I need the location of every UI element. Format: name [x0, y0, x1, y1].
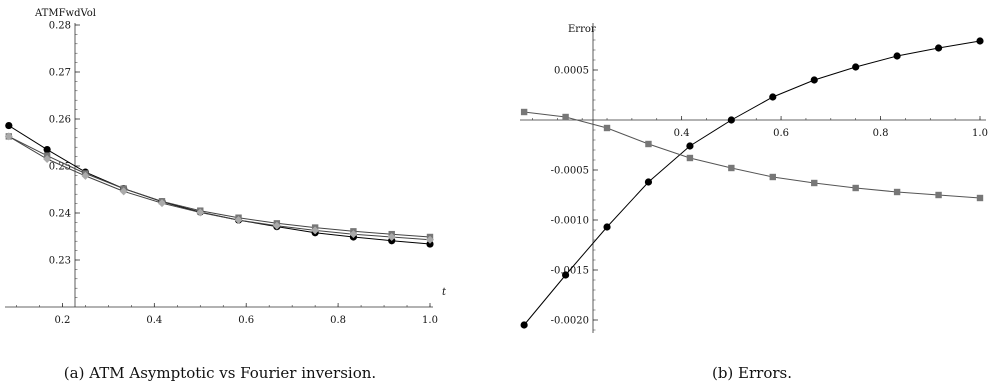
data-point	[810, 76, 818, 84]
panel-a-chart: 0.2 0.4 0.6 0.8 1.0 0.23 0.24 0.25 0.26 0.27 0.28 A…	[4, 8, 447, 326]
x-tick-label: 1.0	[972, 128, 988, 139]
y-tick-label: -0.0005	[551, 166, 589, 177]
series-line	[8, 135, 431, 241]
data-point	[686, 154, 694, 162]
series-line	[523, 40, 981, 326]
data-point	[852, 63, 860, 71]
data-point	[349, 230, 358, 239]
x-tick-label: 0.6	[773, 128, 789, 139]
data-point	[562, 271, 570, 279]
data-point	[769, 93, 777, 101]
data-point	[852, 184, 859, 192]
x-tick-label: 0.8	[873, 128, 889, 139]
y-tick-label: 0.26	[49, 115, 71, 126]
caption-b: (b) Errors.	[712, 364, 792, 382]
data-point	[935, 191, 942, 199]
data-point	[272, 221, 281, 230]
data-point	[43, 145, 51, 154]
data-point	[645, 140, 652, 148]
data-point	[234, 216, 243, 225]
series-line	[8, 125, 431, 245]
data-point	[426, 240, 434, 248]
data-point	[603, 223, 611, 231]
data-point	[644, 178, 653, 186]
y-axis-label: Error	[568, 24, 596, 35]
data-point	[5, 121, 13, 130]
data-point	[893, 188, 901, 196]
data-point	[893, 52, 901, 60]
series-line	[524, 111, 981, 199]
data-point	[4, 132, 13, 141]
y-tick-label: -0.0010	[551, 216, 589, 227]
data-point	[934, 44, 943, 52]
data-point	[603, 124, 611, 132]
data-point	[81, 171, 90, 180]
data-point	[520, 108, 528, 116]
y-tick-label: 0.23	[49, 256, 71, 267]
data-point	[769, 173, 776, 181]
series-line	[8, 135, 431, 238]
data-point	[157, 199, 166, 208]
caption-a: (a) ATM Asymptotic vs Fourier inversion.	[64, 364, 376, 382]
y-tick-label: 0.27	[49, 68, 71, 79]
x-tick-label: 0.8	[330, 315, 346, 326]
data-point	[976, 194, 984, 202]
data-point	[119, 187, 128, 196]
data-point	[426, 235, 434, 244]
y-tick-label: 0.24	[49, 209, 71, 220]
x-tick-label: 0.4	[674, 128, 690, 139]
data-point	[728, 164, 735, 172]
data-point	[727, 116, 735, 124]
panel-b-chart: 0.4 0.6 0.8 1.0 0.0005 -0.0005 -0.0010 -0.0015 -…	[520, 23, 988, 333]
x-tick-label: 0.2	[54, 315, 70, 326]
data-point	[387, 232, 396, 241]
y-axis-label: ATMFwdVol	[34, 8, 96, 19]
data-point	[43, 154, 52, 163]
x-axis-label: t	[442, 287, 447, 298]
y-tick-label: 0.28	[49, 21, 71, 32]
data-point	[562, 113, 569, 121]
data-point	[686, 142, 694, 150]
data-point	[311, 226, 320, 235]
data-point	[811, 179, 818, 187]
data-point	[520, 321, 528, 329]
x-tick-label: 0.6	[238, 315, 254, 326]
y-tick-label: -0.0015	[551, 266, 589, 277]
data-point	[196, 208, 205, 217]
x-tick-label: 0.4	[146, 315, 162, 326]
y-tick-label: -0.0020	[551, 316, 589, 327]
data-point	[976, 37, 984, 45]
x-tick-label: 1.0	[422, 315, 438, 326]
y-tick-label: 0.0005	[554, 66, 589, 77]
y-tick-label: 0.25	[49, 162, 71, 173]
